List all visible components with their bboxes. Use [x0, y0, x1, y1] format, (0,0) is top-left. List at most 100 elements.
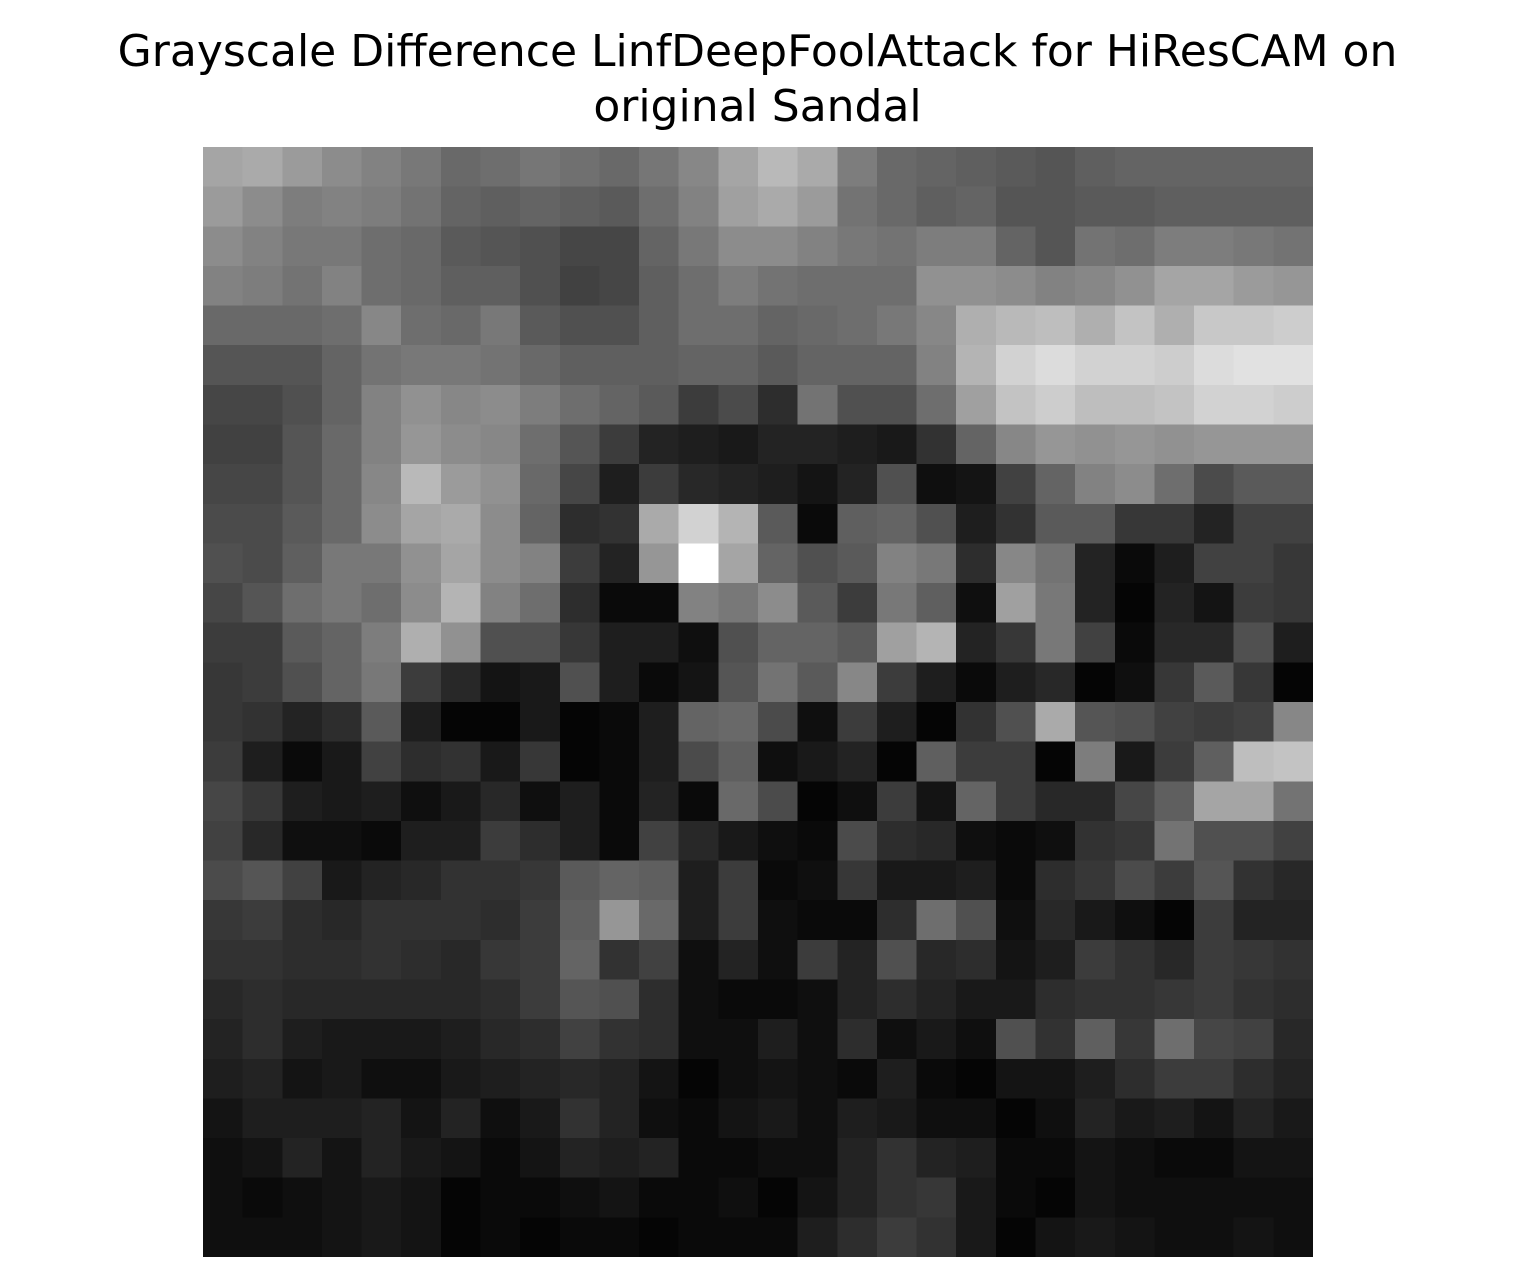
heatmap-cell-r19-c7	[480, 900, 521, 941]
heatmap-cell-r3-c9	[559, 265, 601, 307]
heatmap-cell-r20-c13	[718, 939, 759, 981]
heatmap-cell-r4-c17	[876, 305, 918, 346]
heatmap-cell-r24-c22	[1075, 1098, 1116, 1139]
heatmap-cell-r15-c9	[559, 741, 601, 782]
heatmap-cell-r19-c4	[361, 900, 402, 941]
heatmap-cell-r14-c5	[401, 702, 442, 743]
heatmap-cell-r1-c6	[440, 186, 482, 227]
heatmap-cell-r5-c14	[758, 345, 799, 386]
heatmap-cell-r10-c7	[480, 543, 521, 584]
heatmap-cell-r11-c15	[797, 583, 838, 624]
heatmap-cell-r17-c18	[916, 820, 957, 862]
heatmap-cell-r14-c26	[1233, 702, 1274, 743]
heatmap-cell-r18-c0	[203, 860, 244, 901]
heatmap-cell-r0-c14	[758, 147, 799, 188]
heatmap-cell-r16-c7	[480, 781, 521, 822]
heatmap-cell-r19-c21	[1035, 900, 1076, 941]
heatmap-cell-r2-c9	[559, 226, 601, 267]
heatmap-cell-r16-c1	[242, 781, 283, 822]
heatmap-cell-r20-c5	[401, 939, 442, 981]
heatmap-cell-r9-c24	[1154, 503, 1195, 545]
heatmap-cell-r20-c12	[678, 939, 719, 981]
heatmap-cell-r1-c9	[559, 186, 601, 227]
heatmap-cell-r24-c25	[1194, 1098, 1235, 1139]
heatmap-cell-r7-c23	[1114, 424, 1156, 465]
heatmap-cell-r12-c5	[401, 622, 442, 663]
heatmap-cell-r0-c6	[440, 147, 482, 188]
heatmap-cell-r18-c19	[956, 860, 997, 901]
heatmap-cell-r6-c14	[758, 384, 799, 426]
heatmap-cell-r1-c19	[956, 186, 997, 227]
heatmap-cell-r13-c7	[480, 662, 521, 703]
heatmap-cell-r4-c8	[520, 305, 561, 346]
heatmap-cell-r27-c21	[1035, 1217, 1076, 1257]
heatmap-cell-r20-c21	[1035, 939, 1076, 981]
heatmap-cell-r1-c8	[520, 186, 561, 227]
heatmap-cell-r22-c13	[718, 1019, 759, 1060]
heatmap-cell-r9-c1	[242, 503, 283, 545]
heatmap-cell-r1-c18	[916, 186, 957, 227]
heatmap-cell-r13-c15	[797, 662, 838, 703]
heatmap-cell-r5-c3	[321, 345, 363, 386]
heatmap-cell-r17-c26	[1233, 820, 1274, 862]
heatmap-cell-r0-c15	[797, 147, 838, 188]
heatmap-cell-r22-c20	[995, 1019, 1037, 1060]
heatmap-cell-r22-c22	[1075, 1019, 1116, 1060]
heatmap-cell-r17-c14	[758, 820, 799, 862]
heatmap-cell-r24-c6	[440, 1098, 482, 1139]
heatmap-cell-r20-c14	[758, 939, 799, 981]
heatmap-cell-r27-c12	[678, 1217, 719, 1257]
heatmap-cell-r24-c8	[520, 1098, 561, 1139]
heatmap-cell-r20-c24	[1154, 939, 1195, 981]
heatmap-cell-r4-c27	[1273, 305, 1313, 346]
heatmap-cell-r2-c3	[321, 226, 363, 267]
heatmap-cell-r6-c1	[242, 384, 283, 426]
heatmap-cell-r11-c18	[916, 583, 957, 624]
heatmap-cell-r17-c6	[440, 820, 482, 862]
heatmap-cell-r10-c21	[1035, 543, 1076, 584]
heatmap-cell-r13-c9	[559, 662, 601, 703]
heatmap-cell-r2-c24	[1154, 226, 1195, 267]
heatmap-cell-r15-c20	[995, 741, 1037, 782]
heatmap-cell-r6-c8	[520, 384, 561, 426]
heatmap-cell-r1-c10	[599, 186, 640, 227]
heatmap-cell-r20-c27	[1273, 939, 1313, 981]
heatmap-cell-r11-c4	[361, 583, 402, 624]
heatmap-cell-r16-c2	[282, 781, 323, 822]
heatmap-cell-r1-c21	[1035, 186, 1076, 227]
heatmap-cell-r8-c17	[876, 464, 918, 505]
heatmap-cell-r4-c21	[1035, 305, 1076, 346]
heatmap-cell-r18-c20	[995, 860, 1037, 901]
heatmap-cell-r4-c16	[837, 305, 878, 346]
heatmap-cell-r7-c26	[1233, 424, 1274, 465]
heatmap-cell-r13-c21	[1035, 662, 1076, 703]
heatmap-cell-r5-c10	[599, 345, 640, 386]
heatmap-cell-r23-c12	[678, 1058, 719, 1100]
heatmap-cell-r19-c11	[639, 900, 680, 941]
heatmap-cell-r13-c26	[1233, 662, 1274, 703]
heatmap-cell-r6-c4	[361, 384, 402, 426]
heatmap-cell-r11-c1	[242, 583, 283, 624]
heatmap-cell-r19-c17	[876, 900, 918, 941]
heatmap-cell-r8-c10	[599, 464, 640, 505]
heatmap-cell-r0-c23	[1114, 147, 1156, 188]
heatmap-cell-r25-c22	[1075, 1138, 1116, 1179]
heatmap-cell-r9-c0	[203, 503, 244, 545]
heatmap-cell-r4-c13	[718, 305, 759, 346]
heatmap-cell-r3-c19	[956, 265, 997, 307]
heatmap-cell-r3-c12	[678, 265, 719, 307]
heatmap-cell-r19-c19	[956, 900, 997, 941]
heatmap-cell-r9-c10	[599, 503, 640, 545]
heatmap-cell-r12-c14	[758, 622, 799, 663]
heatmap-cell-r16-c27	[1273, 781, 1313, 822]
heatmap-cell-r19-c1	[242, 900, 283, 941]
heatmap-cell-r10-c2	[282, 543, 323, 584]
heatmap-cell-r25-c25	[1194, 1138, 1235, 1179]
heatmap-cell-r9-c17	[876, 503, 918, 545]
heatmap-cell-r10-c6	[440, 543, 482, 584]
heatmap-cell-r4-c1	[242, 305, 283, 346]
heatmap-cell-r3-c24	[1154, 265, 1195, 307]
heatmap-cell-r18-c13	[718, 860, 759, 901]
heatmap-cell-r6-c9	[559, 384, 601, 426]
heatmap-cell-r4-c12	[678, 305, 719, 346]
